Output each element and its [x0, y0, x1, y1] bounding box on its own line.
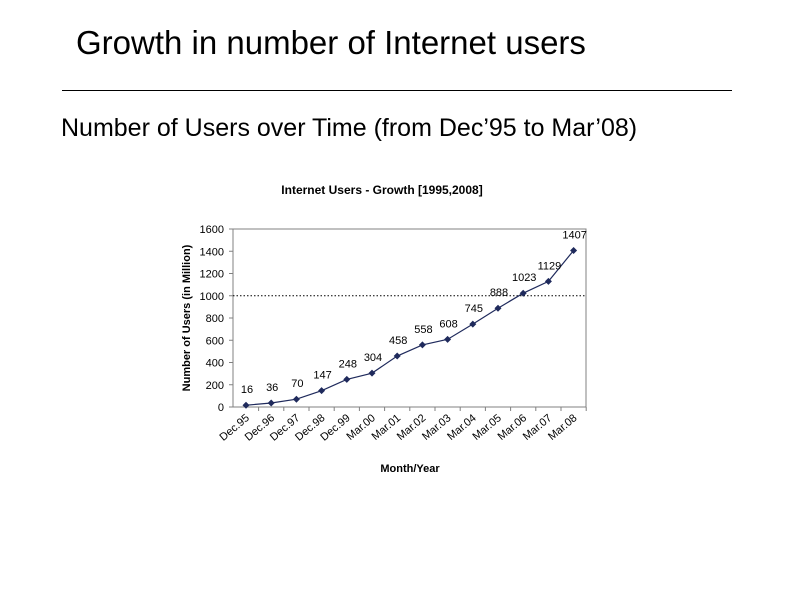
data-point-marker [393, 352, 401, 360]
y-axis-title: Number of Users (in Million) [181, 244, 193, 391]
data-label: 147 [313, 370, 331, 382]
data-point-marker [519, 289, 527, 297]
y-tick-label: 0 [218, 402, 224, 414]
data-point-marker [444, 335, 452, 343]
data-point-marker [544, 277, 552, 285]
slide-subtitle: Number of Users over Time (from Dec’95 t… [61, 114, 638, 142]
data-point-marker [368, 369, 376, 377]
data-point-marker [318, 387, 326, 395]
data-label: 16 [241, 384, 253, 396]
data-label: 1407 [562, 229, 586, 241]
y-tick-label: 1400 [200, 246, 224, 258]
y-tick-label: 200 [206, 380, 224, 392]
data-label: 304 [364, 352, 382, 364]
data-point-marker [418, 341, 426, 349]
y-tick-label: 600 [206, 335, 224, 347]
y-tick-label: 1600 [200, 224, 224, 236]
data-label: 558 [414, 324, 432, 336]
data-point-marker [242, 401, 250, 409]
chart-title: Internet Users - Growth [1995,2008] [281, 183, 482, 197]
data-point-marker [570, 246, 578, 254]
data-label: 36 [266, 382, 278, 394]
data-label: 248 [339, 358, 357, 370]
data-label: 458 [389, 335, 407, 347]
data-label: 745 [465, 303, 483, 315]
data-label: 70 [291, 378, 303, 390]
data-point-marker [494, 304, 502, 312]
slide-title: Growth in number of Internet users [76, 24, 586, 61]
data-label: 608 [439, 318, 457, 330]
data-point-marker [469, 320, 477, 328]
x-axis-title: Month/Year [380, 463, 440, 475]
y-tick-label: 1000 [200, 291, 224, 303]
y-tick-label: 1200 [200, 269, 224, 281]
data-label: 888 [490, 287, 508, 299]
y-tick-label: 400 [206, 358, 224, 370]
title-divider [62, 90, 732, 91]
data-label: 1023 [512, 272, 536, 284]
data-point-marker [292, 395, 300, 403]
x-tick-label: Mar.08 [546, 412, 579, 443]
data-label: 1129 [538, 260, 562, 272]
plot-area-frame [232, 228, 587, 408]
data-point-marker [343, 375, 351, 383]
data-point-marker [267, 399, 275, 407]
series-line [245, 250, 575, 406]
y-tick-label: 800 [206, 313, 224, 325]
